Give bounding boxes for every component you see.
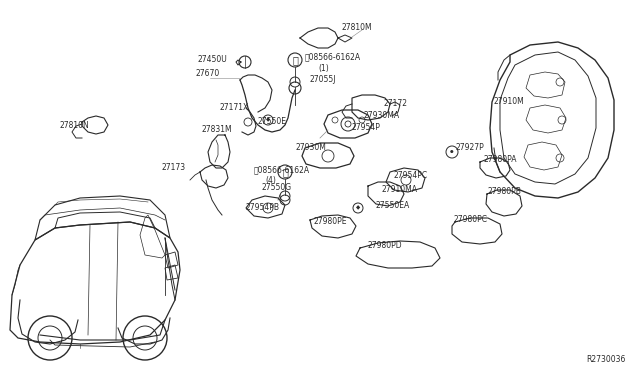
Text: Ⓢ08566-6162A: Ⓢ08566-6162A [305,52,361,61]
Text: 27173: 27173 [161,164,185,173]
Text: 27910M: 27910M [494,96,525,106]
Text: 27980PC: 27980PC [453,215,487,224]
Text: 27954P: 27954P [352,124,381,132]
Text: 27172: 27172 [383,99,407,108]
Text: 27930MA: 27930MA [364,110,400,119]
Text: 27910MA: 27910MA [381,185,417,193]
Text: 27550E: 27550E [258,118,287,126]
Text: 27670: 27670 [196,70,220,78]
Text: 27831M: 27831M [202,125,232,134]
Text: ◆: ◆ [356,205,360,211]
Text: 27810M: 27810M [342,23,372,32]
Text: (1): (1) [318,64,329,73]
Text: 27954PC: 27954PC [393,170,427,180]
Text: (4): (4) [265,176,276,185]
Text: 27550G: 27550G [262,183,292,192]
Text: ●: ● [450,150,454,154]
Text: Ⓢ: Ⓢ [292,55,298,65]
Text: 27954PB: 27954PB [246,202,280,212]
Text: 27927P: 27927P [456,144,484,153]
Text: 27980PB: 27980PB [487,186,521,196]
Text: 27980PE: 27980PE [314,218,348,227]
Text: 27980PA: 27980PA [483,155,516,164]
Text: 27980PD: 27980PD [367,241,402,250]
Text: 27055J: 27055J [310,74,337,83]
Text: 27930M: 27930M [295,142,326,151]
Text: R2730036: R2730036 [586,356,625,365]
Text: 27450U: 27450U [198,55,228,64]
Text: 27171X: 27171X [220,103,249,112]
Text: Ⓢ: Ⓢ [282,167,288,177]
Text: 27810N: 27810N [60,122,90,131]
Text: Ⓢ08566-6162A: Ⓢ08566-6162A [254,166,310,174]
Text: 27550EA: 27550EA [375,202,409,211]
Text: ◆: ◆ [266,118,270,122]
